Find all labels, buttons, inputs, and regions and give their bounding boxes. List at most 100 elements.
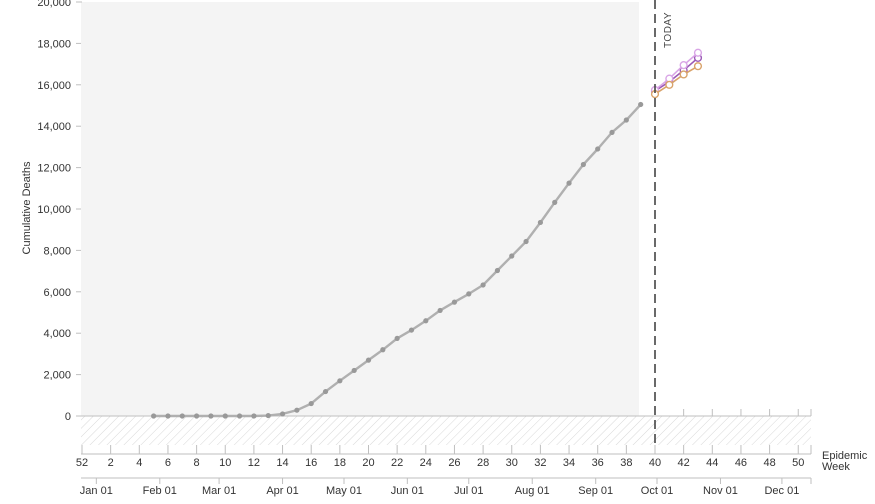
week-tick-label: 46: [735, 457, 747, 469]
data-point: [552, 199, 558, 205]
week-tick-label: 12: [248, 457, 260, 469]
data-point: [523, 238, 529, 245]
week-tick-label: 14: [276, 457, 288, 469]
series-layer: [151, 48, 703, 419]
y-tick-label: 2,000: [43, 370, 71, 382]
month-tick-label: Dec 01: [764, 485, 799, 497]
forecast-region-ticks: [683, 409, 812, 416]
month-tick-label: Nov 01: [703, 485, 738, 497]
data-point: [279, 411, 286, 417]
data-point: [466, 291, 472, 297]
y-tick-label: 6,000: [43, 287, 71, 299]
series-line: [654, 57, 699, 92]
observed-period-background: [81, 2, 639, 416]
week-tick-label: 38: [620, 457, 632, 469]
data-point: [380, 347, 386, 353]
month-tick-label: Jan 01: [80, 485, 113, 497]
y-tick-label: 4,000: [43, 328, 71, 340]
x-axis-label-line2: Week: [822, 461, 850, 473]
series-line: [654, 65, 699, 95]
week-tick-label: 22: [391, 457, 403, 469]
series-line: [654, 51, 699, 91]
data-point: [638, 101, 644, 108]
week-tick-label: 40: [649, 457, 661, 469]
month-tick-label: Feb 01: [143, 485, 177, 497]
week-tick-label: 2: [108, 457, 114, 469]
data-point: [351, 367, 357, 374]
data-point: [179, 413, 185, 419]
y-tick-label: 10,000: [37, 204, 71, 216]
week-tick-label: 34: [563, 457, 575, 469]
data-point: [194, 413, 200, 419]
week-tick-label: 30: [506, 457, 518, 469]
y-tick-label: 12,000: [37, 163, 71, 175]
forecast-point: [693, 62, 703, 71]
y-tick-label: 8,000: [43, 245, 71, 257]
data-point: [251, 413, 257, 419]
month-tick-label: Aug 01: [515, 485, 550, 497]
y-axis: 0 2,000 4,000 6,000 8,000 10,000 12,000 14,000 1…: [37, 0, 81, 423]
data-point: [322, 388, 329, 395]
data-point: [623, 117, 629, 123]
week-tick-label: 52: [76, 457, 88, 469]
data-point: [580, 161, 586, 168]
month-tick-label: Jun 01: [391, 485, 424, 497]
data-point: [222, 413, 228, 419]
data-point: [595, 146, 601, 152]
data-point: [437, 307, 443, 314]
y-tick-label: 20,000: [37, 0, 71, 9]
week-tick-label: 42: [678, 457, 690, 469]
data-point: [294, 407, 300, 413]
data-point: [451, 299, 458, 305]
data-point: [308, 400, 314, 407]
week-tick-label: 6: [165, 457, 171, 469]
forecast-point: [679, 61, 688, 70]
month-tick-label: Jul 01: [454, 485, 483, 497]
negative-region-hatch: [81, 416, 811, 445]
month-tick-label: Apr 01: [266, 485, 298, 497]
month-tick-label: Oct 01: [641, 485, 673, 497]
week-tick-label: 44: [706, 457, 718, 469]
week-axis: 52 2 4 6 8 10 12 14 16 18 20 22 24 26 28 30 32 34 36 38 40 42…: [76, 445, 812, 469]
y-tick-label: 14,000: [37, 121, 71, 133]
data-point: [265, 412, 271, 419]
month-axis: Jan 01 Feb 01 Mar 01 Apr 01 May 01 Jun 01 Jul …: [80, 478, 812, 497]
week-tick-label: 32: [534, 457, 546, 469]
y-tick-label: 0: [65, 411, 71, 423]
month-tick-label: Sep 01: [578, 485, 613, 497]
data-point: [165, 413, 171, 419]
week-tick-label: 50: [792, 457, 804, 469]
today-label: TODAY: [663, 12, 674, 48]
data-point: [480, 282, 486, 288]
x-axis-label-line1: Epidemic: [822, 450, 868, 462]
week-tick-label: 10: [219, 457, 231, 469]
data-point: [509, 253, 515, 259]
week-tick-label: 48: [763, 457, 775, 469]
data-point: [365, 357, 372, 363]
week-tick-label: 20: [362, 457, 374, 469]
week-tick-label: 4: [136, 457, 142, 469]
data-point: [394, 335, 400, 341]
data-point: [236, 413, 243, 419]
week-tick-label: 8: [194, 457, 200, 469]
y-tick-label: 18,000: [37, 38, 71, 50]
month-tick-label: Mar 01: [202, 485, 236, 497]
y-axis-label: Cumulative Deaths: [21, 161, 33, 254]
forecast-point: [693, 48, 703, 57]
data-point: [494, 267, 501, 274]
data-point: [537, 219, 544, 226]
data-point: [208, 413, 214, 419]
month-tick-label: May 01: [326, 485, 362, 497]
week-tick-label: 24: [420, 457, 432, 469]
week-tick-label: 36: [592, 457, 604, 469]
week-tick-label: 16: [305, 457, 317, 469]
data-point: [337, 378, 343, 384]
forecast-point: [679, 70, 688, 79]
data-point: [423, 318, 429, 324]
y-tick-label: 16,000: [37, 80, 71, 92]
week-tick-label: 18: [334, 457, 346, 469]
week-tick-label: 26: [448, 457, 460, 469]
forecast-point: [665, 80, 674, 89]
week-tick-label: 28: [477, 457, 489, 469]
